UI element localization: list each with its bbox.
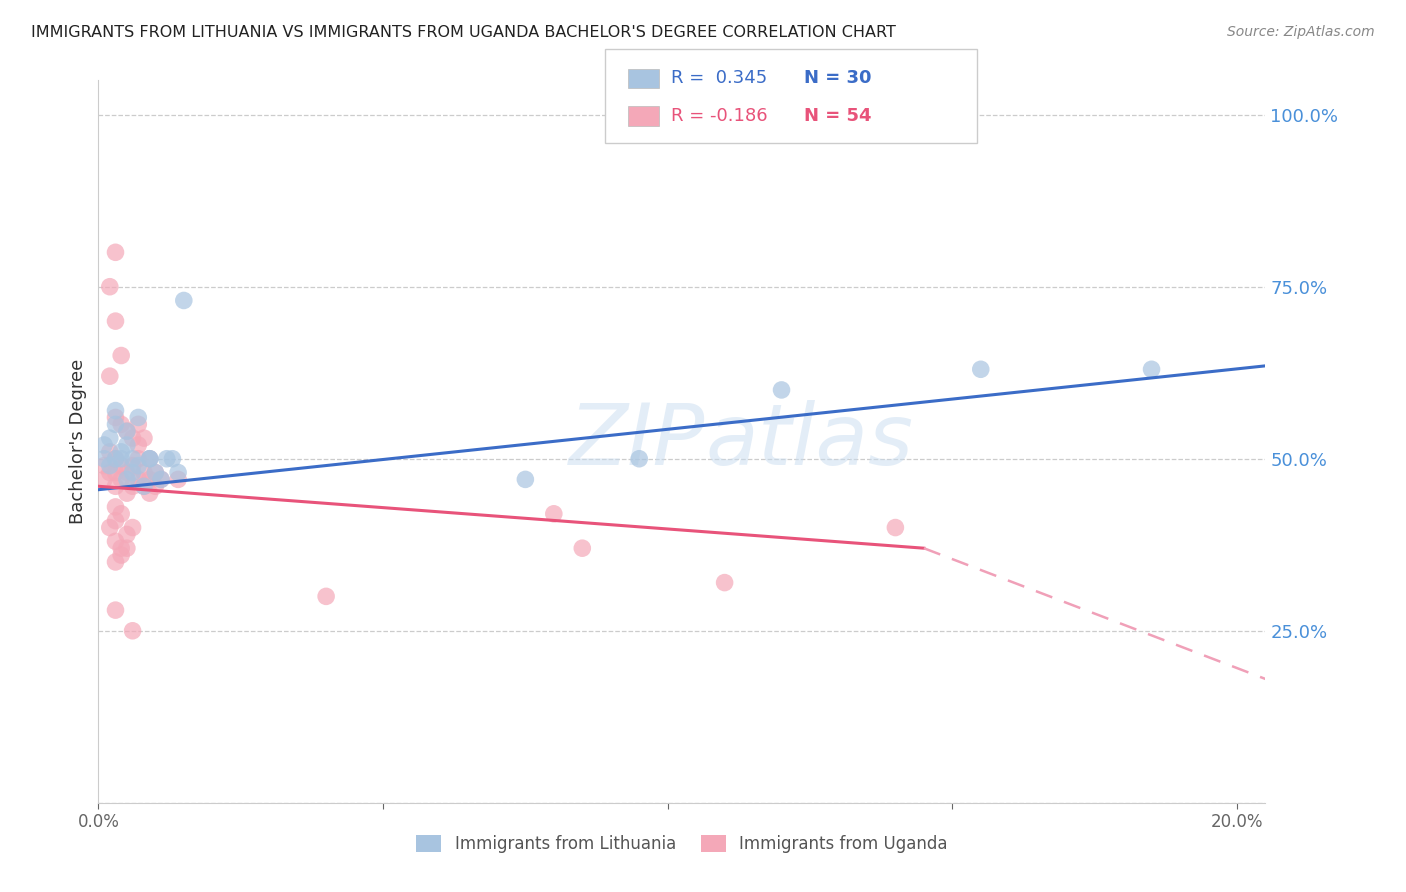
Text: N = 54: N = 54 (804, 107, 872, 125)
Point (110, 349, 132, 363)
Point (143, 466, 166, 480)
Text: R =  0.345: R = 0.345 (671, 70, 766, 87)
Point (104, 514, 127, 528)
Point (104, 500, 127, 514)
Text: Source: ZipAtlas.com: Source: ZipAtlas.com (1227, 25, 1375, 39)
Point (98, 466, 121, 480)
Point (115, 486, 138, 500)
Text: ZIP: ZIP (569, 400, 706, 483)
Point (121, 458, 143, 473)
Point (127, 458, 149, 473)
Point (93, 458, 115, 473)
Point (104, 479, 127, 493)
Point (150, 472, 173, 486)
Point (143, 479, 166, 493)
Point (515, 472, 537, 486)
Point (115, 472, 138, 486)
Point (127, 472, 149, 486)
Point (167, 472, 190, 486)
Text: IMMIGRANTS FROM LITHUANIA VS IMMIGRANTS FROM UGANDA BACHELOR'S DEGREE CORRELATIO: IMMIGRANTS FROM LITHUANIA VS IMMIGRANTS … (31, 25, 896, 40)
Point (98, 279, 121, 293)
Point (156, 451, 179, 466)
Point (110, 417, 132, 432)
Point (115, 527, 138, 541)
Point (104, 555, 127, 569)
Point (132, 479, 155, 493)
Point (98, 520, 121, 534)
Point (121, 451, 143, 466)
Point (104, 451, 127, 466)
Point (104, 451, 127, 466)
Point (884, 520, 907, 534)
Point (115, 438, 138, 452)
Point (173, 293, 195, 308)
Point (543, 507, 565, 521)
Point (110, 507, 132, 521)
Point (110, 548, 132, 562)
Point (628, 451, 651, 466)
Point (93, 472, 115, 486)
Point (132, 466, 155, 480)
Point (138, 472, 160, 486)
Point (98, 458, 121, 473)
Point (127, 451, 149, 466)
Text: N = 30: N = 30 (804, 70, 872, 87)
Point (93, 438, 115, 452)
Point (115, 466, 138, 480)
Point (143, 466, 166, 480)
Point (121, 520, 143, 534)
Point (127, 438, 149, 452)
Point (121, 431, 143, 445)
Point (110, 458, 132, 473)
Point (127, 417, 149, 432)
Point (970, 362, 993, 376)
Point (110, 451, 132, 466)
Point (98, 445, 121, 459)
Point (770, 383, 793, 397)
Point (121, 479, 143, 493)
Point (713, 575, 735, 590)
Point (115, 541, 138, 556)
Point (98, 369, 121, 384)
Point (104, 410, 127, 425)
Legend: Immigrants from Lithuania, Immigrants from Uganda: Immigrants from Lithuania, Immigrants fr… (409, 828, 955, 860)
Point (1140, 362, 1163, 376)
Point (150, 472, 173, 486)
Point (104, 403, 127, 417)
Text: atlas: atlas (706, 400, 914, 483)
Point (93, 451, 115, 466)
Point (132, 479, 155, 493)
Point (115, 424, 138, 438)
Point (115, 424, 138, 438)
Point (110, 445, 132, 459)
Point (162, 451, 184, 466)
Point (104, 534, 127, 549)
Point (127, 410, 149, 425)
Point (98, 431, 121, 445)
Point (104, 314, 127, 328)
Point (138, 451, 160, 466)
Point (104, 603, 127, 617)
Point (167, 466, 190, 480)
Point (121, 466, 143, 480)
Text: R = -0.186: R = -0.186 (671, 107, 768, 125)
Point (138, 486, 160, 500)
Point (138, 451, 160, 466)
Point (121, 624, 143, 638)
Point (132, 431, 155, 445)
Point (110, 541, 132, 556)
Point (571, 541, 593, 556)
Point (315, 590, 337, 604)
Point (104, 417, 127, 432)
Point (138, 451, 160, 466)
Point (104, 245, 127, 260)
Y-axis label: Bachelor's Degree: Bachelor's Degree (69, 359, 87, 524)
Point (104, 466, 127, 480)
Point (110, 472, 132, 486)
